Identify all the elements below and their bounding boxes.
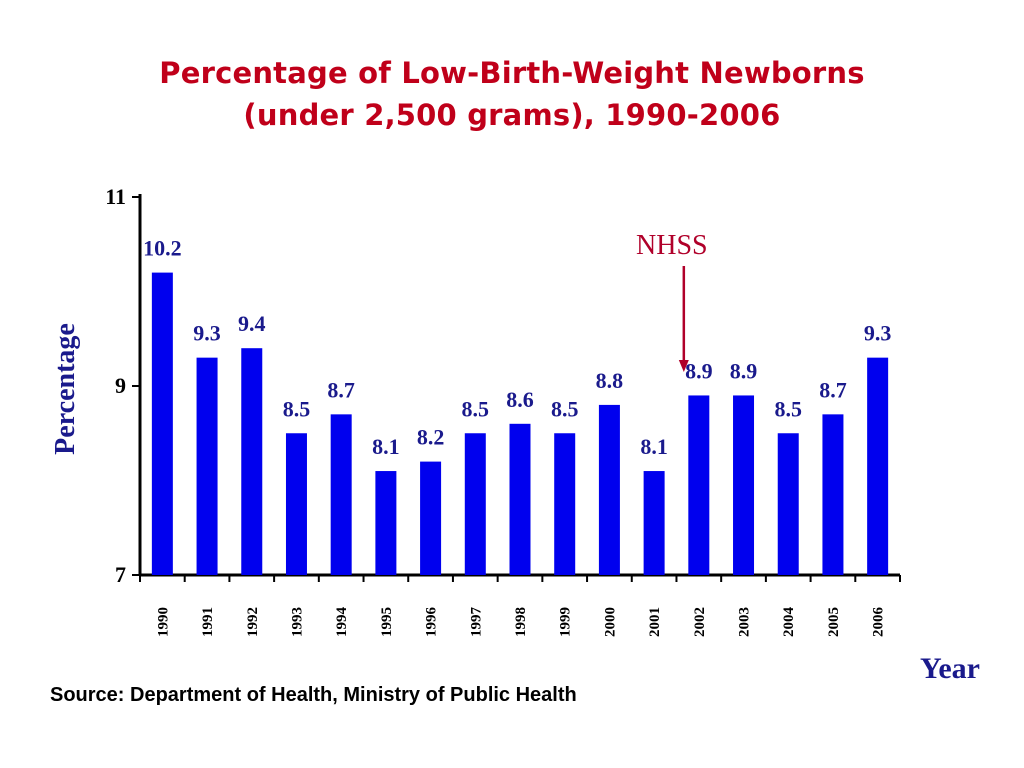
- bar-2003: [733, 395, 755, 575]
- chart-title-line-1: Percentage of Low-Birth-Weight Newborns: [159, 56, 865, 90]
- x-tick-label-1992: 1992: [245, 607, 261, 637]
- value-labels-group: 10.2 9.3 9.4 8.5 8.7 8.1 8.2 8.5 8.6 8.5 8.8 8.1 8.9…: [143, 236, 891, 459]
- annotation-label: NHSS: [636, 230, 708, 261]
- bar-1997: [464, 433, 486, 575]
- bar-1994: [330, 414, 352, 575]
- value-label-1997: 8.5: [462, 396, 490, 421]
- value-label-2004: 8.5: [774, 396, 802, 421]
- x-tick-label-1996: 1996: [424, 607, 440, 638]
- x-tick-label-2001: 2001: [647, 607, 663, 637]
- y-tick-label: 7: [115, 562, 126, 587]
- value-label-2003: 8.9: [730, 358, 758, 383]
- y-axis-label: Percentage: [50, 323, 81, 455]
- bar-1993: [285, 433, 307, 575]
- annotation-arrow-head: [678, 360, 689, 372]
- value-label-1998: 8.6: [506, 387, 534, 412]
- bar-2002: [688, 395, 710, 575]
- bar-1992: [241, 348, 263, 575]
- y-tick-labels-group: 7 9 11: [105, 184, 126, 587]
- y-tick-label: 9: [115, 373, 126, 398]
- value-label-2001: 8.1: [640, 434, 668, 459]
- x-tick-label-1991: 1991: [200, 607, 216, 637]
- x-tick-label-1993: 1993: [289, 607, 305, 637]
- bar-2006: [867, 357, 889, 575]
- value-label-1992: 9.4: [238, 311, 266, 336]
- value-label-1991: 9.3: [193, 321, 221, 346]
- bar-2001: [643, 471, 665, 575]
- x-tick-label-1998: 1998: [513, 607, 529, 637]
- x-tick-label-1999: 1999: [558, 607, 574, 637]
- bars-group: [151, 272, 889, 575]
- value-label-2006: 9.3: [864, 321, 892, 346]
- value-label-2000: 8.8: [596, 368, 624, 393]
- x-tick-label-2002: 2002: [692, 607, 708, 637]
- value-label-1995: 8.1: [372, 434, 400, 459]
- x-tick-label-1990: 1990: [155, 607, 171, 637]
- bar-2004: [777, 433, 799, 575]
- value-label-1990: 10.2: [143, 236, 182, 261]
- value-label-1999: 8.5: [551, 396, 579, 421]
- bar-1990: [151, 272, 173, 575]
- bar-1996: [420, 461, 442, 575]
- bar-2000: [598, 404, 620, 575]
- value-label-1994: 8.7: [327, 377, 355, 402]
- value-label-2005: 8.7: [819, 377, 847, 402]
- bar-1995: [375, 471, 397, 575]
- source-note: Source: Department of Health, Ministry o…: [50, 684, 577, 706]
- x-tick-labels-group: 1990 1991 1992 1993 1994 1995 1996 1997 1998 1999…: [155, 607, 886, 638]
- bar-1991: [196, 357, 218, 575]
- value-label-2002: 8.9: [685, 358, 713, 383]
- x-tick-label-2003: 2003: [737, 607, 753, 637]
- x-tick-label-1994: 1994: [334, 607, 350, 638]
- value-label-1993: 8.5: [283, 396, 311, 421]
- bar-1998: [509, 423, 531, 575]
- x-tick-label-2006: 2006: [871, 607, 887, 638]
- x-tick-label-2004: 2004: [781, 607, 797, 638]
- x-tick-label-2005: 2005: [826, 607, 842, 637]
- x-axis-label: Year: [920, 652, 980, 685]
- value-label-1996: 8.2: [417, 425, 445, 450]
- bar-2005: [822, 414, 844, 575]
- bar-1999: [554, 433, 576, 575]
- x-tick-label-2000: 2000: [602, 607, 618, 637]
- nhss-annotation: NHSS: [636, 230, 708, 372]
- chart-title-line-2: (under 2,500 grams), 1990-2006: [243, 98, 781, 132]
- y-tick-label: 11: [105, 184, 126, 209]
- x-tick-label-1997: 1997: [468, 607, 484, 638]
- x-tick-label-1995: 1995: [379, 607, 395, 637]
